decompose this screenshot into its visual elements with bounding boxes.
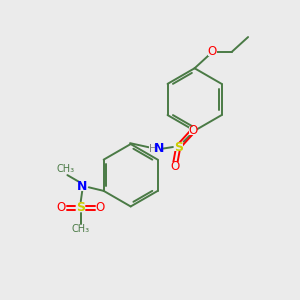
- Text: N: N: [154, 142, 165, 155]
- FancyBboxPatch shape: [148, 144, 164, 153]
- Text: S: S: [76, 201, 85, 214]
- FancyBboxPatch shape: [96, 204, 104, 212]
- Text: CH₃: CH₃: [72, 224, 90, 234]
- Text: O: O: [57, 201, 66, 214]
- Text: O: O: [170, 160, 179, 173]
- Text: CH₃: CH₃: [57, 164, 75, 174]
- FancyBboxPatch shape: [174, 143, 183, 151]
- Text: S: S: [174, 140, 183, 154]
- FancyBboxPatch shape: [189, 127, 197, 135]
- Text: O: O: [208, 45, 217, 58]
- Text: O: O: [95, 201, 105, 214]
- FancyBboxPatch shape: [208, 48, 217, 56]
- Text: N: N: [77, 180, 87, 193]
- FancyBboxPatch shape: [76, 204, 85, 212]
- Text: O: O: [188, 124, 198, 137]
- FancyBboxPatch shape: [78, 182, 86, 190]
- FancyBboxPatch shape: [57, 204, 66, 212]
- FancyBboxPatch shape: [170, 162, 179, 170]
- Text: H: H: [149, 143, 157, 154]
